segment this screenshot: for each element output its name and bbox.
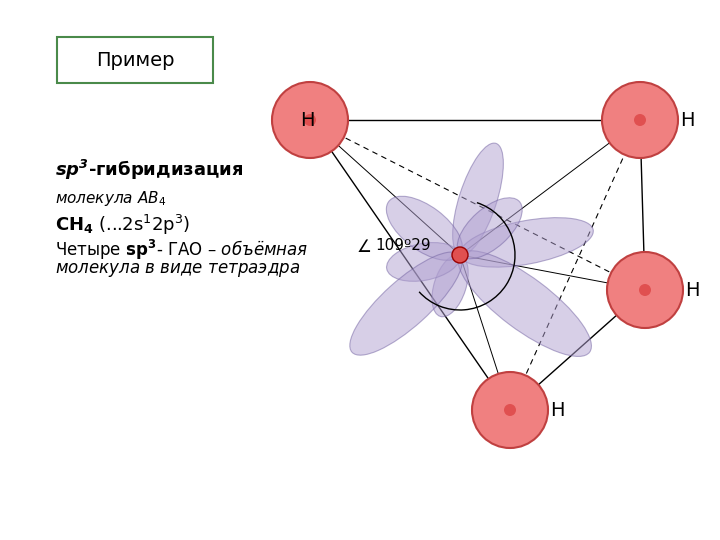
Circle shape: [472, 372, 548, 448]
Text: H: H: [300, 111, 315, 130]
Text: ∠: ∠: [357, 238, 372, 256]
Text: молекула $AB_4$: молекула $AB_4$: [55, 188, 166, 207]
Circle shape: [639, 284, 651, 296]
Ellipse shape: [432, 255, 468, 317]
Text: $\mathbf{CH_4}$ (...2s$^1$2p$^3$): $\mathbf{CH_4}$ (...2s$^1$2p$^3$): [55, 213, 190, 237]
Circle shape: [304, 114, 316, 126]
FancyBboxPatch shape: [57, 37, 213, 83]
Text: $\it{молекула\ в\ виде\ тетраэдра}$: $\it{молекула\ в\ виде\ тетраэдра}$: [55, 261, 300, 279]
Circle shape: [602, 82, 678, 158]
Text: 109º29: 109º29: [375, 238, 431, 253]
Text: H: H: [685, 280, 700, 300]
Text: Четыре $\mathbf{sp^3}$- ГАО – $\it{объёмная}$: Четыре $\mathbf{sp^3}$- ГАО – $\it{объём…: [55, 238, 308, 262]
Text: $\bfit{sp}^3$-гибридизация: $\bfit{sp}^3$-гибридизация: [55, 158, 243, 182]
Circle shape: [504, 404, 516, 416]
Circle shape: [607, 252, 683, 328]
Ellipse shape: [350, 252, 462, 355]
Circle shape: [634, 114, 646, 126]
Ellipse shape: [387, 242, 460, 281]
Ellipse shape: [387, 196, 462, 260]
Ellipse shape: [458, 251, 591, 356]
Ellipse shape: [453, 143, 503, 255]
Text: Пример: Пример: [96, 51, 174, 70]
Text: H: H: [550, 401, 564, 420]
Text: H: H: [680, 111, 695, 130]
Circle shape: [452, 247, 468, 263]
Ellipse shape: [457, 198, 522, 259]
Ellipse shape: [460, 218, 593, 267]
Circle shape: [272, 82, 348, 158]
